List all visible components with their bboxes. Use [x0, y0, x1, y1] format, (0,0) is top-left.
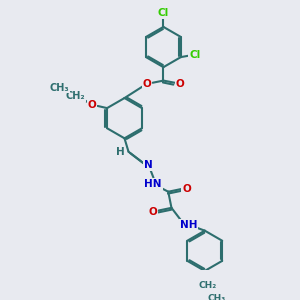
Text: HN: HN — [144, 179, 162, 189]
Text: O: O — [148, 207, 157, 217]
Text: N: N — [144, 160, 153, 170]
Text: NH: NH — [180, 220, 197, 230]
Text: O: O — [176, 79, 184, 89]
Text: O: O — [182, 184, 191, 194]
Text: CH₂: CH₂ — [66, 91, 86, 101]
Text: Cl: Cl — [158, 8, 169, 18]
Text: CH₃: CH₃ — [208, 293, 226, 300]
Text: CH₂: CH₂ — [198, 281, 217, 290]
Text: H: H — [116, 147, 124, 157]
Text: O: O — [87, 100, 96, 110]
Text: Cl: Cl — [189, 50, 200, 60]
Text: CH₃: CH₃ — [50, 83, 69, 93]
Text: O: O — [142, 79, 151, 89]
